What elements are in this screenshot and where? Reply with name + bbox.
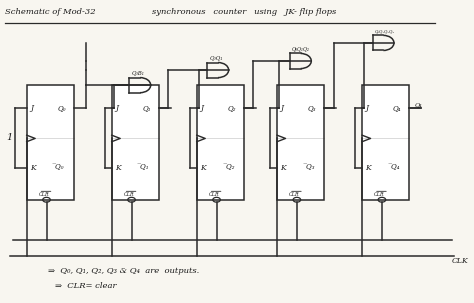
Text: K: K (30, 164, 36, 172)
Bar (27, 85, 74, 200)
Text: Q₀Q₁Q₂: Q₀Q₁Q₂ (292, 46, 310, 52)
Text: ̅Q₂: ̅Q₂ (226, 164, 235, 172)
Bar (197, 85, 244, 200)
Text: ̅Q₄: ̅Q₄ (392, 164, 400, 172)
Text: Schematic of Mod-32: Schematic of Mod-32 (5, 8, 96, 16)
Text: ̅Q₁: ̅Q₁ (141, 164, 149, 172)
Text: Q₄: Q₄ (393, 104, 401, 112)
Text: CLR: CLR (209, 192, 219, 197)
Text: Q₀Q₁Q₂Q₃: Q₀Q₁Q₂Q₃ (375, 29, 395, 33)
Bar (112, 85, 159, 200)
Text: Q₂: Q₂ (228, 104, 236, 112)
Text: Q₀: Q₀ (57, 104, 66, 112)
Text: Q₁: Q₁ (142, 104, 151, 112)
Text: CLR: CLR (374, 192, 384, 197)
Text: CLR: CLR (124, 192, 134, 197)
Bar (362, 85, 410, 200)
Text: J: J (30, 104, 33, 112)
Text: CLR: CLR (289, 192, 300, 197)
Text: K: K (280, 164, 286, 172)
Text: Q₀B₁: Q₀B₁ (132, 71, 145, 75)
Text: J: J (115, 104, 118, 112)
Text: 1: 1 (6, 133, 13, 142)
Text: Q₀Q₁: Q₀Q₁ (210, 55, 223, 61)
Text: K: K (115, 164, 121, 172)
Text: synchronous   counter   using   JK- flip flops: synchronous counter using JK- flip flops (152, 8, 336, 16)
Text: K: K (365, 164, 371, 172)
Text: ̅Q₀: ̅Q₀ (56, 164, 64, 172)
Bar (277, 85, 324, 200)
Text: ̅Q₃: ̅Q₃ (306, 164, 315, 172)
Text: CLK: CLK (452, 257, 469, 265)
Text: J: J (280, 104, 283, 112)
Text: ⇒  CLR= clear: ⇒ CLR= clear (55, 282, 117, 290)
Text: ⇒  Q₀, Q₁, Q₂, Q₃ & Q₄  are  outputs.: ⇒ Q₀, Q₁, Q₂, Q₃ & Q₄ are outputs. (48, 267, 199, 275)
Text: Q₃: Q₃ (308, 104, 316, 112)
Text: K: K (200, 164, 206, 172)
Text: Q₄: Q₄ (415, 102, 423, 108)
Text: J: J (200, 104, 203, 112)
Text: J: J (365, 104, 368, 112)
Text: CLR: CLR (38, 192, 49, 197)
